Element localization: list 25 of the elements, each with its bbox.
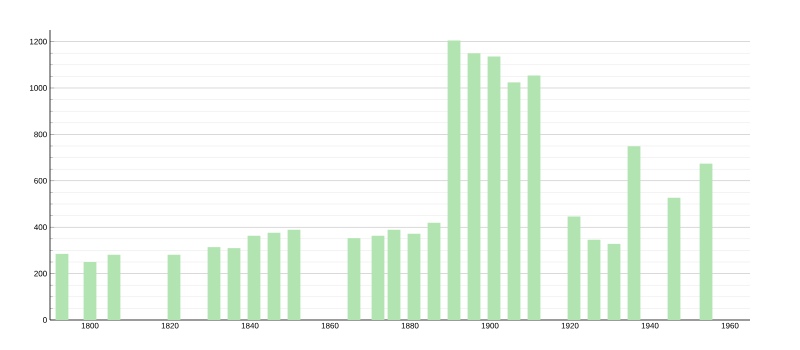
bar [468,53,480,320]
bar [208,247,220,320]
bar [628,146,640,320]
bar [372,236,384,320]
bar [168,254,180,320]
bar [508,82,520,320]
bar [408,234,420,320]
bar [448,40,460,320]
bar [84,262,96,320]
bar [108,254,120,320]
bar [348,238,360,320]
bar [428,222,440,320]
bar [700,164,712,320]
bar [388,230,400,320]
bar [488,56,500,320]
bar [608,244,620,320]
bar [588,240,600,320]
bar [248,236,260,320]
bar [668,198,680,320]
bar [568,216,580,320]
bar [528,75,540,320]
bar [268,232,280,320]
bar [228,248,240,320]
bar [288,230,300,320]
bar [56,254,68,320]
